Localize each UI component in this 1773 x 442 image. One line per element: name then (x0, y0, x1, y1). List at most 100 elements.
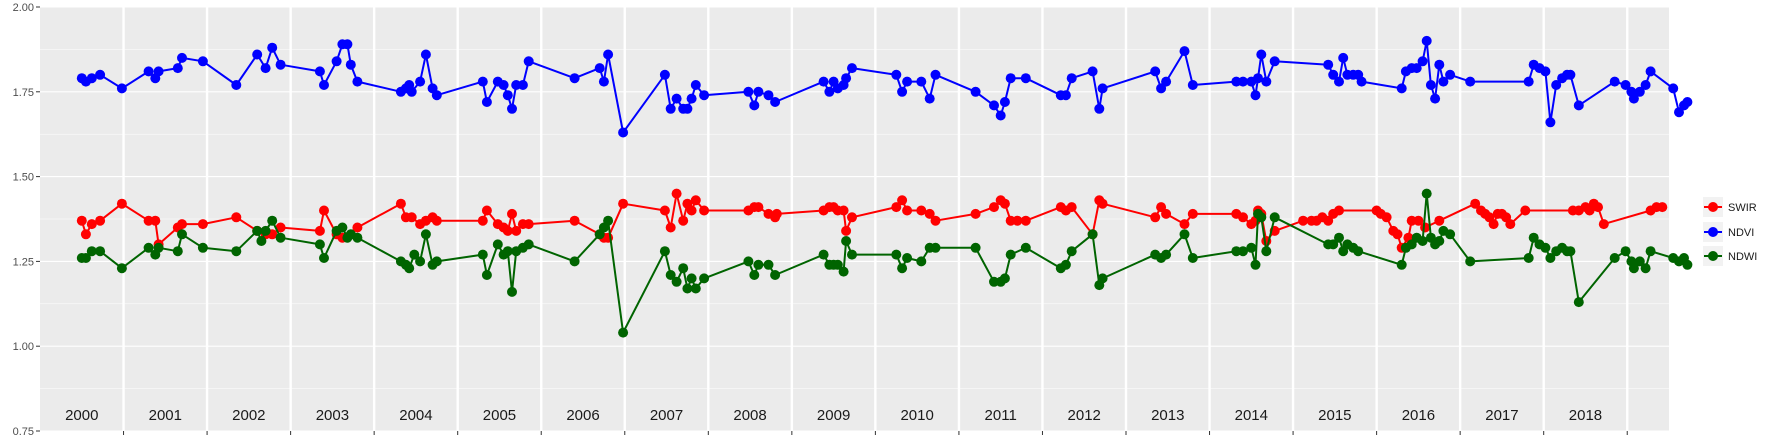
ndvi-point (1411, 63, 1422, 74)
ndvi-point (897, 86, 908, 97)
ndwi-point (337, 222, 348, 233)
ndwi-point (1269, 212, 1280, 223)
ndwi-point (481, 270, 492, 280)
swir-point (197, 219, 208, 230)
ndvi-point (275, 59, 286, 70)
ndwi-point (686, 273, 697, 284)
ndvi-point (902, 76, 913, 87)
swir-point (902, 205, 913, 216)
ndvi-point (314, 66, 325, 77)
swir-point (1593, 202, 1603, 213)
ndwi-point (1421, 188, 1432, 199)
swir-point (1187, 208, 1198, 219)
ndvi-point (603, 49, 614, 60)
ndvi-point (1628, 93, 1639, 104)
ndvi-point (824, 86, 835, 97)
ndvi-point (1396, 83, 1407, 94)
swir-point (771, 208, 782, 219)
ndvi-point (1150, 66, 1161, 77)
ndvi-point (1005, 73, 1016, 84)
ndwi-point (523, 239, 534, 250)
ndwi-point (415, 256, 426, 267)
ndwi-point (1445, 229, 1456, 240)
swir-point (1097, 198, 1108, 209)
ndvi-point (1261, 76, 1272, 87)
ndvi-point (481, 97, 492, 107)
swir-point (80, 229, 91, 240)
ndvi-point (1179, 46, 1190, 57)
ndvi-point (431, 90, 442, 101)
ndwi-point (970, 242, 981, 253)
year-label: 2011 (985, 407, 1017, 424)
ndwi-point (1545, 253, 1556, 263)
ndvi-point (267, 42, 278, 53)
swir-point (1066, 202, 1077, 213)
ndwi-point (930, 242, 941, 253)
ndvi-point (1060, 90, 1071, 101)
ndwi-point (172, 246, 183, 257)
ndwi-point (256, 236, 267, 246)
ndwi-point (818, 249, 829, 260)
ndvi-point (569, 73, 580, 84)
ndwi-point (314, 239, 325, 250)
ndvi-point (618, 127, 629, 138)
ndvi-point (197, 56, 208, 67)
swir-point (1381, 212, 1392, 223)
swir-point (999, 198, 1010, 209)
swir-point (86, 219, 97, 230)
swir-point (1161, 208, 1172, 219)
ndvi-point (1668, 83, 1679, 94)
swir-point (481, 205, 492, 216)
ndwi-point (743, 256, 754, 267)
ndvi-point (1087, 66, 1098, 77)
ndwi-point (897, 263, 908, 274)
ndwi-point (1097, 273, 1108, 284)
ndvi-point (352, 76, 363, 87)
ndwi-point (153, 242, 164, 253)
ndvi-point (1066, 73, 1077, 84)
ndvi-point (1445, 69, 1456, 80)
ndvi-point (598, 76, 609, 87)
series-ndvi (76, 35, 1693, 138)
ndvi-point (1334, 76, 1344, 87)
ndvi-point (420, 49, 431, 60)
swir-point (319, 205, 329, 216)
ndwi-point (665, 270, 676, 280)
legend-item-swir: SWIR (1703, 197, 1757, 217)
ndvi-point (1645, 66, 1656, 77)
year-label: 2001 (149, 407, 182, 424)
ndwi-point (1540, 242, 1551, 253)
swir-point (1150, 212, 1161, 223)
ndwi-point (1161, 249, 1172, 260)
swir-point (1520, 205, 1531, 216)
ndvi-point (523, 56, 534, 67)
ndvi-point (1256, 49, 1267, 60)
ndvi-point (753, 86, 764, 97)
ndvi-point (1328, 69, 1339, 80)
ndvi-point (1634, 86, 1645, 97)
ndvi-point (916, 76, 927, 87)
ndwi-point (1565, 246, 1576, 257)
ndvi-point (252, 49, 263, 60)
y-tick-label: 1.75 (13, 87, 34, 99)
ndvi-point (498, 80, 509, 90)
ndvi-point (686, 93, 697, 104)
ndvi-point (172, 63, 183, 74)
ndvi-point (1682, 97, 1693, 107)
swir-point (1238, 212, 1248, 223)
ndwi-point (143, 242, 154, 253)
ndvi-point (1573, 100, 1584, 111)
ndwi-point (569, 256, 580, 267)
year-label: 2007 (650, 407, 683, 424)
ndvi-point (477, 76, 488, 87)
ndwi-point (319, 253, 329, 263)
ndwi-point (502, 246, 513, 257)
swir-point (569, 215, 580, 226)
ndvi-point (1356, 76, 1367, 87)
legend-key-point (1708, 251, 1718, 261)
ndvi-point (231, 80, 242, 90)
ndvi-point (1253, 73, 1263, 84)
swir-point (1334, 205, 1344, 216)
ndwi-point (1573, 297, 1584, 308)
swir-point (671, 188, 682, 199)
